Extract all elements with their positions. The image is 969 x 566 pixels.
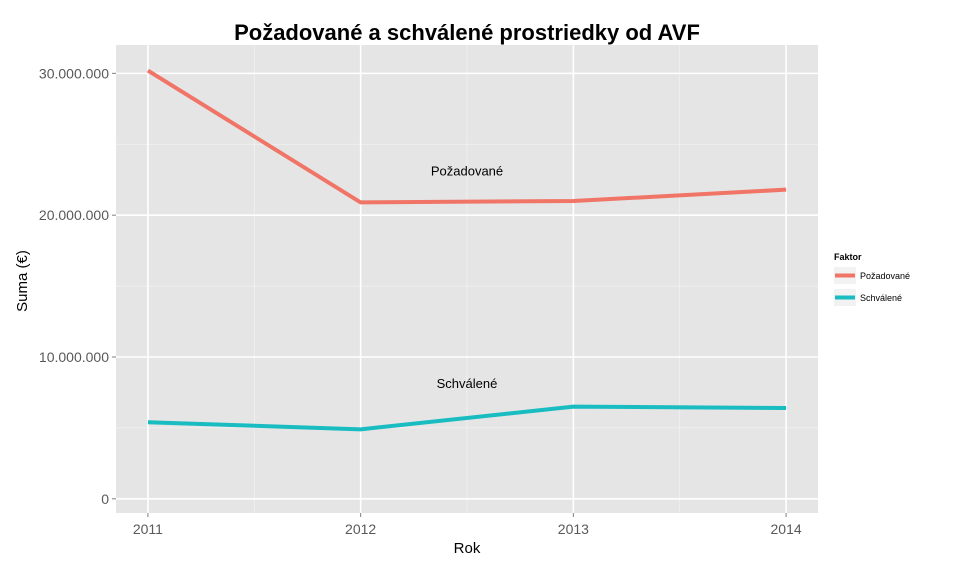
chart-title: Požadované a schválené prostriedky od AV… [234,20,700,45]
x-tick-label: 2014 [771,521,802,537]
legend-label: Schválené [860,293,902,303]
legend-title: Faktor [834,252,862,262]
y-tick-label: 10.000.000 [39,349,109,365]
annotations: Požadované Schválené [431,163,503,391]
y-tick-label: 20.000.000 [39,207,109,223]
annotation-label: Schválené [437,376,498,391]
grid-major [116,45,818,513]
x-axis-ticks: 2011 2012 2013 2014 [133,513,802,537]
series-line [147,404,787,432]
x-tick-label: 2012 [345,521,376,537]
y-axis-title: Suma (€) [14,250,31,312]
annotation-label: Požadované [431,163,503,178]
grid-minor [116,45,818,513]
x-tick-label: 2011 [133,521,163,537]
x-tick-label: 2013 [558,521,589,537]
legend-label: Požadované [860,271,910,281]
y-axis-ticks: 0 10.000.000 20.000.000 30.000.000 [39,65,116,507]
legend-items: Požadované Schválené [834,267,910,306]
series-line [146,68,787,205]
y-tick-label: 0 [101,491,109,507]
x-axis-title: Rok [454,540,481,557]
y-tick-label: 30.000.000 [39,65,109,81]
legend: Faktor Požadované Schválené [834,252,910,306]
series-lines [146,68,787,432]
